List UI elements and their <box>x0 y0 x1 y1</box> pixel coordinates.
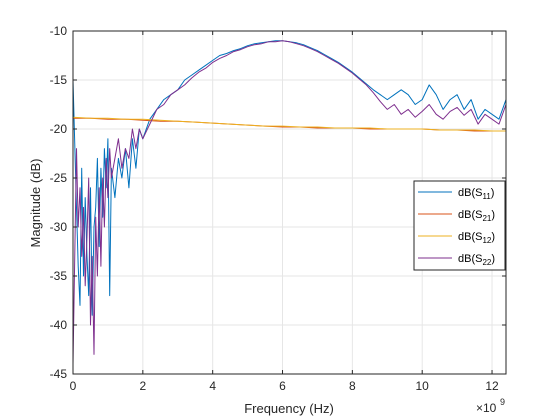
axes-box <box>72 30 507 375</box>
y-tick-label: -25 <box>50 171 68 185</box>
legend-entry-12: dB(S12) <box>418 231 495 245</box>
legend-box <box>413 180 506 271</box>
x-tick-label: 6 <box>279 379 286 393</box>
plot-area <box>73 40 506 365</box>
legend-label: dB(S21) <box>458 209 495 223</box>
x-exponent-base: ×10 <box>476 401 497 415</box>
x-tick-label: 4 <box>209 379 216 393</box>
series-line-22 <box>73 40 506 365</box>
legend-label: dB(S12) <box>458 231 495 245</box>
legend-entry-22: dB(S22) <box>418 253 495 267</box>
y-tick-label: -35 <box>50 269 68 283</box>
legend-label: dB(S22) <box>458 253 495 267</box>
x-exponent-power: 9 <box>500 397 505 407</box>
legend-entry-21: dB(S21) <box>418 209 495 223</box>
x-tick-label: 2 <box>139 379 146 393</box>
x-tick-label: 8 <box>349 379 356 393</box>
legend: dB(S11) dB(S21) dB(S12) dB(S22) <box>413 180 506 271</box>
x-axis-label: Frequency (Hz) <box>244 401 334 416</box>
y-tick-label: -45 <box>50 367 68 381</box>
x-tick-label: 12 <box>485 379 499 393</box>
y-tick-label: -20 <box>50 122 68 136</box>
legend-entry-11: dB(S11) <box>418 187 494 201</box>
legend-label: dB(S11) <box>458 187 494 201</box>
y-axis-label: Magnitude (dB) <box>28 159 43 248</box>
x-axis: 0 2 4 6 8 10 12 <box>70 31 499 393</box>
x-tick-label: 0 <box>70 379 77 393</box>
series-line-12 <box>73 116 506 132</box>
y-tick-label: -30 <box>50 220 68 234</box>
y-axis: -45 -40 -35 -30 -25 -20 -15 -10 <box>50 24 506 381</box>
y-tick-label: -10 <box>50 24 68 38</box>
y-tick-label: -15 <box>50 73 68 87</box>
x-exponent: ×10 9 <box>476 397 505 415</box>
y-tick-label: -40 <box>50 318 68 332</box>
x-tick-label: 10 <box>416 379 430 393</box>
